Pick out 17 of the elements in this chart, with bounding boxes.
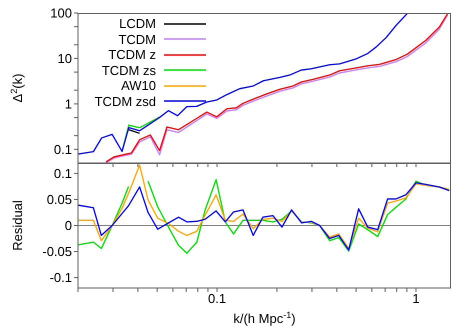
y-tick-label: 0.1 bbox=[54, 166, 72, 182]
y-tick-label: 10 bbox=[58, 51, 72, 66]
y-tick-label: 0.1 bbox=[54, 142, 72, 157]
y-tick-label: 0 bbox=[64, 218, 72, 234]
y-tick-label: -0.05 bbox=[42, 244, 72, 260]
legend-label: AW10 bbox=[120, 78, 156, 94]
legend-label: TCDM zs bbox=[100, 62, 156, 78]
y-tick-label: 0.05 bbox=[46, 192, 72, 208]
legend-label: TCDM zsd bbox=[94, 94, 156, 109]
x-axis-title: k/(h Mpc$^{-1}$) bbox=[233, 310, 296, 326]
legend-label: TCDM bbox=[117, 32, 156, 47]
legend-label: LCDM bbox=[118, 16, 156, 32]
y-tick-label: -0.1 bbox=[50, 270, 72, 286]
y-axis-title: Residual bbox=[10, 200, 25, 251]
legend-label: TCDM z bbox=[107, 47, 156, 62]
y-tick-label: 100 bbox=[50, 6, 72, 21]
y-tick-label: 1 bbox=[64, 96, 72, 112]
